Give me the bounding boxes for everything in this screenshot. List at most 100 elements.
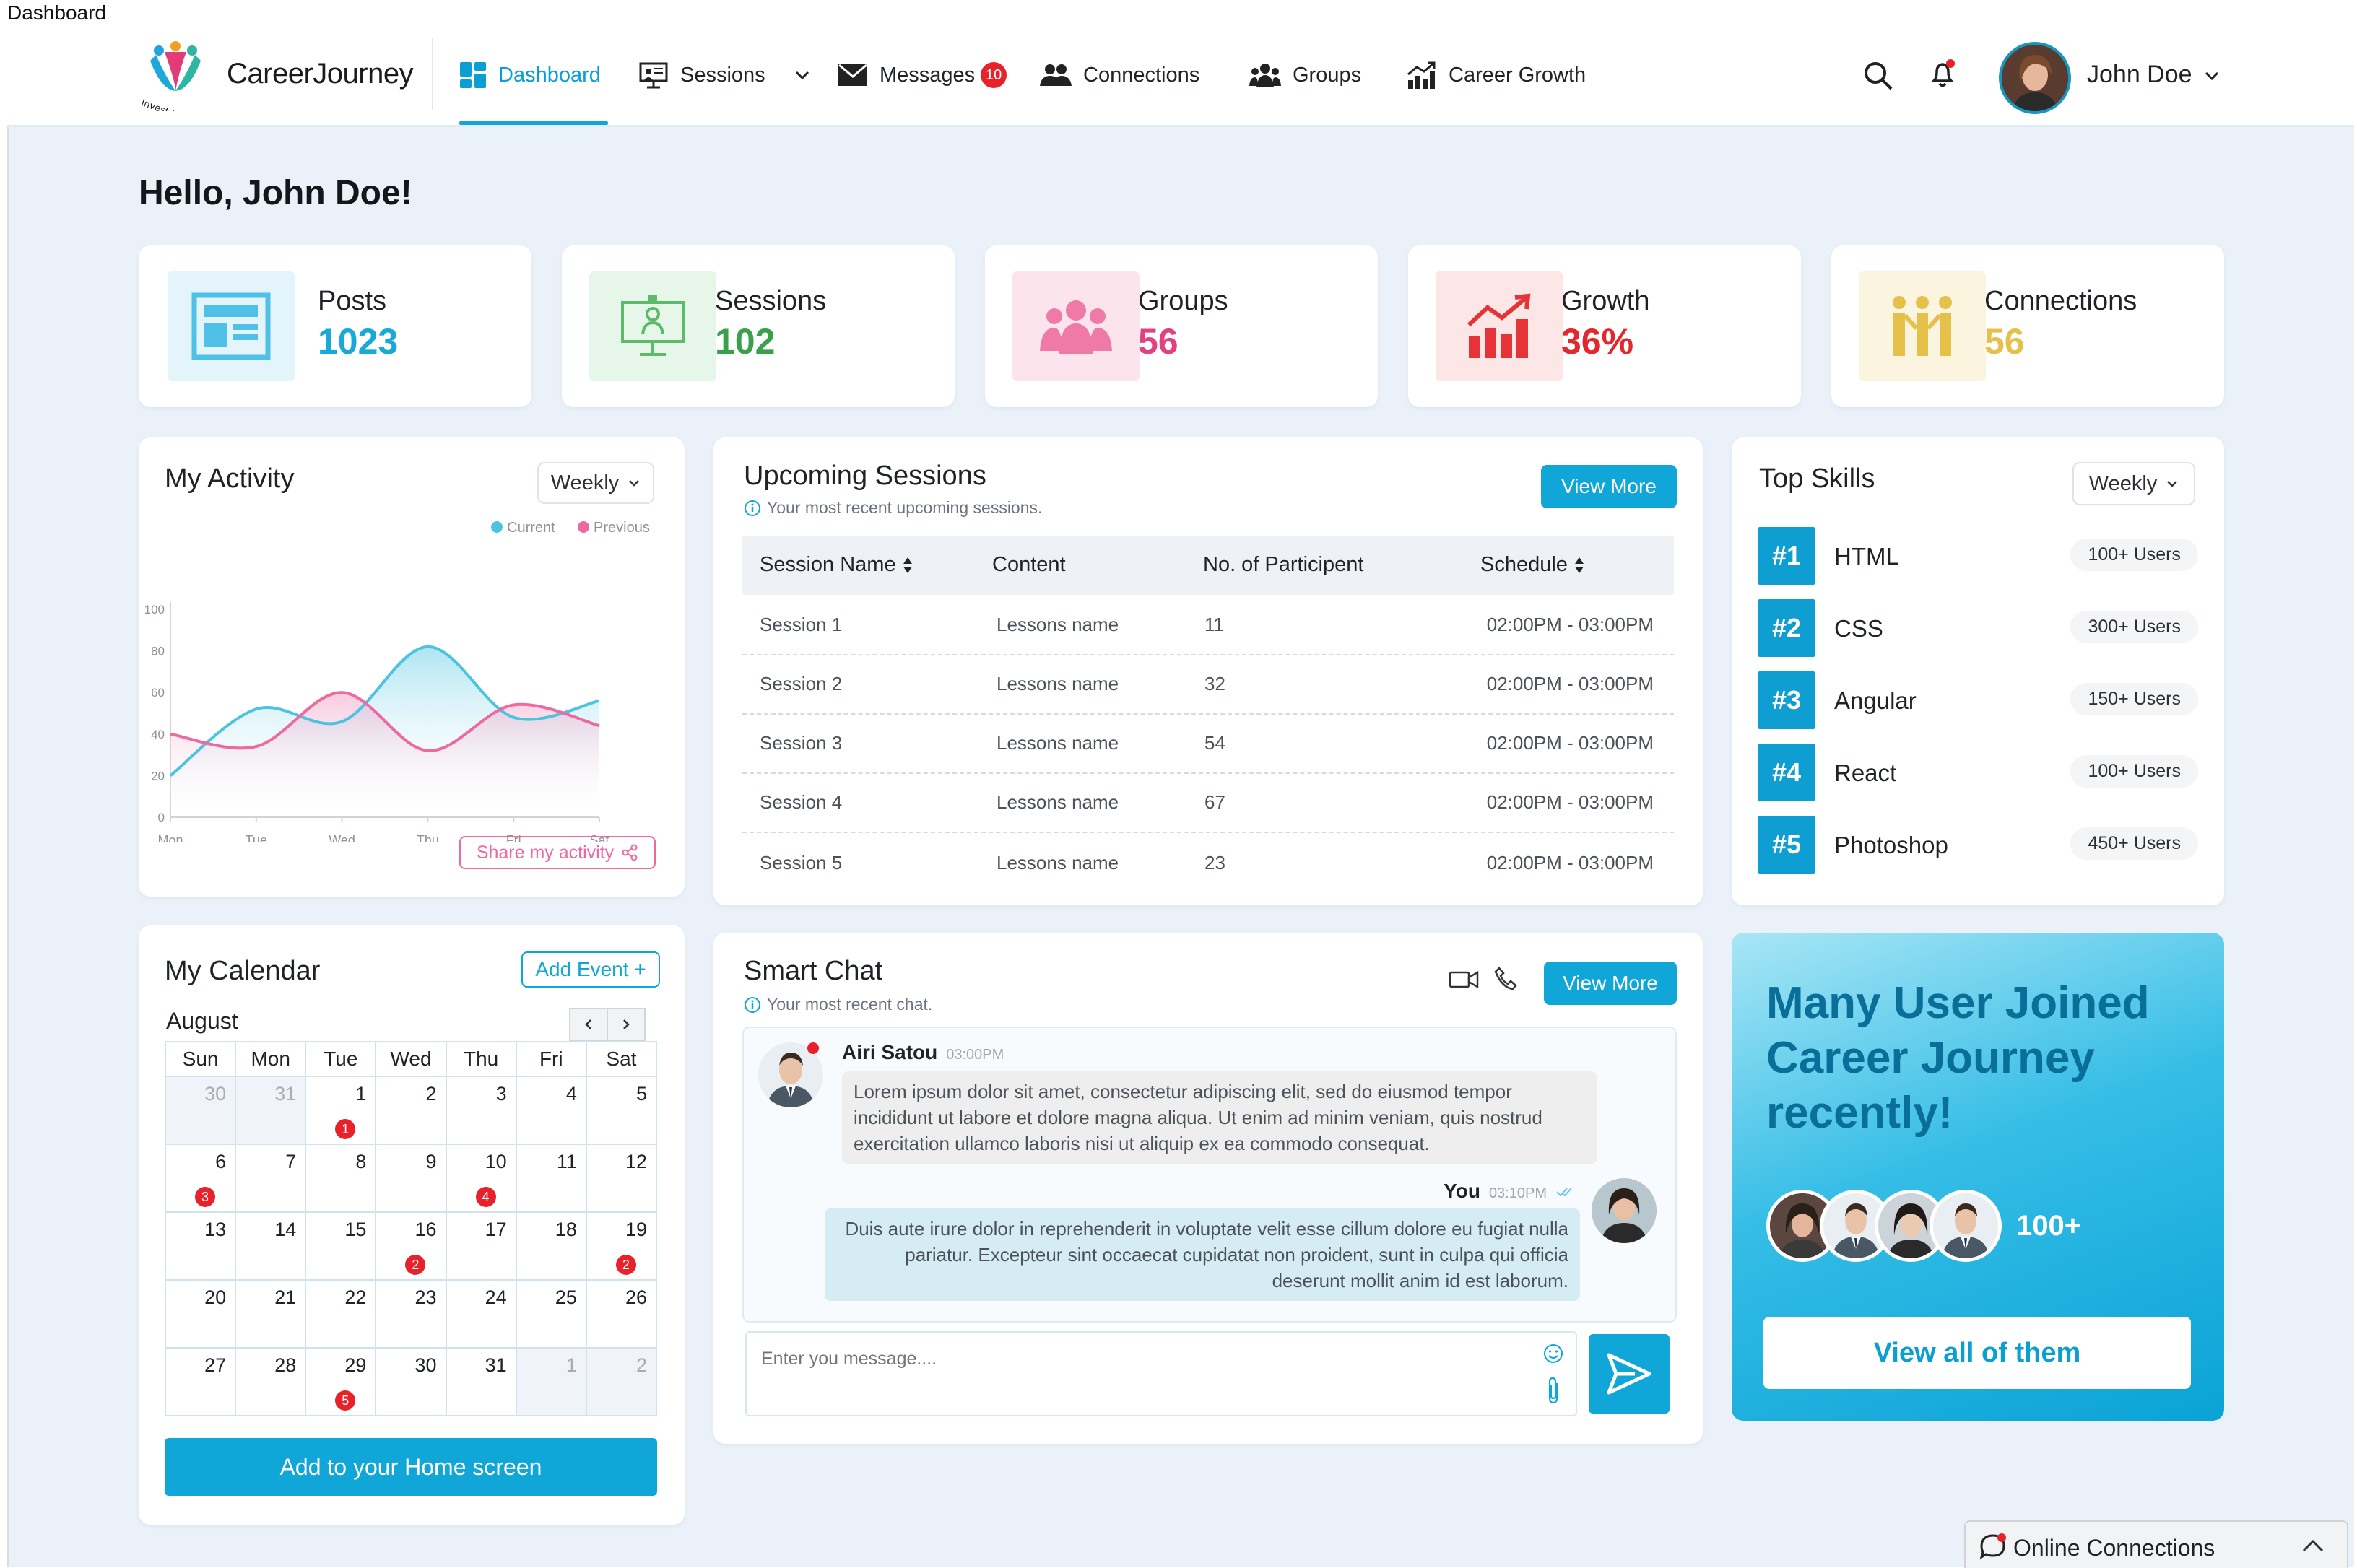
share-activity-button[interactable]: Share my activity xyxy=(459,836,656,869)
table-row[interactable]: Session 3 Lessons name 54 02:00PM - 03:0… xyxy=(742,715,1674,772)
skills-period-select[interactable]: Weekly xyxy=(2072,462,2195,505)
brand-name[interactable]: CareerJourney xyxy=(227,58,414,90)
calendar-day[interactable]: 30 xyxy=(164,1076,237,1145)
calendar-day[interactable]: 10 4 xyxy=(445,1144,517,1213)
table-row[interactable]: Session 1 Lessons name 11 02:00PM - 03:0… xyxy=(742,595,1674,654)
table-row[interactable]: Session 4 Lessons name 67 02:00PM - 03:0… xyxy=(742,774,1674,832)
add-event-button[interactable]: Add Event + xyxy=(521,951,660,988)
row-divider xyxy=(742,772,1674,774)
calendar-day[interactable]: 26 xyxy=(585,1279,658,1349)
calendar-day[interactable]: 11 xyxy=(515,1144,587,1213)
activity-period-select[interactable]: Weekly xyxy=(537,462,654,504)
calendar-day[interactable]: 31 xyxy=(445,1347,517,1416)
calendar-day[interactable]: 29 5 xyxy=(305,1347,377,1416)
phone-call-icon[interactable] xyxy=(1493,966,1518,994)
stat-card-connections[interactable]: Connections 56 xyxy=(1831,245,2224,407)
calendar-day[interactable]: 27 xyxy=(164,1347,237,1416)
calendar-day[interactable]: 8 xyxy=(305,1144,377,1213)
stat-card-groups[interactable]: Groups 56 xyxy=(985,245,1378,407)
smart-chat-card: Smart Chat Your most recent chat. View M… xyxy=(713,933,1703,1444)
user-name[interactable]: John Doe xyxy=(2087,61,2192,88)
message-time: 03:10PM xyxy=(1488,1185,1547,1201)
nav-groups[interactable]: Groups xyxy=(1249,61,1361,90)
calendar-day[interactable]: 2 xyxy=(375,1076,447,1145)
calendar-day-number: 21 xyxy=(274,1286,297,1308)
video-call-icon[interactable] xyxy=(1449,969,1479,994)
table-row[interactable]: Session 5 Lessons name 23 02:00PM - 03:0… xyxy=(742,833,1674,891)
calendar-day[interactable]: 3 xyxy=(445,1076,517,1145)
column-participants: No. of Participent xyxy=(1203,553,1364,576)
column-schedule[interactable]: Schedule xyxy=(1480,553,1585,577)
skill-row[interactable]: #5 xyxy=(1758,816,1815,874)
add-to-home-screen-button[interactable]: Add to your Home screen xyxy=(165,1438,657,1496)
user-menu-chevron-icon[interactable] xyxy=(2202,66,2221,89)
calendar-day[interactable]: 17 xyxy=(445,1211,517,1281)
group-icon xyxy=(1249,64,1281,87)
calendar-day[interactable]: 5 xyxy=(585,1076,658,1145)
calendar-day-number: 1 xyxy=(565,1354,577,1376)
attachment-icon[interactable] xyxy=(1545,1376,1561,1408)
calendar-day[interactable]: 28 xyxy=(235,1347,307,1416)
online-connections-bar[interactable]: Online Connections xyxy=(1964,1520,2348,1568)
calendar-prev-button[interactable] xyxy=(569,1008,608,1041)
view-all-users-button[interactable]: View all of them xyxy=(1763,1317,2191,1389)
calendar-day-number: 13 xyxy=(204,1219,227,1240)
skill-row[interactable]: #2 xyxy=(1758,599,1815,657)
calendar-day-number: 31 xyxy=(274,1083,297,1105)
y-tick-label: 100 xyxy=(144,603,165,617)
send-message-button[interactable] xyxy=(1589,1334,1670,1414)
nav-career-growth[interactable]: Career Growth xyxy=(1407,61,1586,90)
calendar-day[interactable]: 7 xyxy=(235,1144,307,1213)
table-row[interactable]: Session 2 Lessons name 32 02:00PM - 03:0… xyxy=(742,655,1674,713)
nav-sessions[interactable]: Sessions xyxy=(638,61,812,90)
careerjourney-logo-icon[interactable]: Invest to Impact xyxy=(136,39,215,134)
notification-bell-icon[interactable] xyxy=(1927,58,1960,95)
nav-dashboard[interactable]: Dashboard xyxy=(459,61,601,90)
chat-input-box[interactable] xyxy=(745,1331,1577,1416)
user-chat-avatar[interactable] xyxy=(1592,1178,1657,1243)
column-session-name[interactable]: Session Name xyxy=(760,553,913,577)
calendar-day[interactable]: 31 xyxy=(235,1076,307,1145)
skill-row[interactable]: #1 xyxy=(1758,527,1815,585)
calendar-day[interactable]: 24 xyxy=(445,1279,517,1349)
calendar-day[interactable]: 19 2 xyxy=(585,1211,658,1281)
stat-card-sessions[interactable]: Sessions 102 xyxy=(562,245,955,407)
calendar-day[interactable]: 4 xyxy=(515,1076,587,1145)
calendar-day[interactable]: 13 xyxy=(164,1211,237,1281)
calendar-day[interactable]: 9 xyxy=(375,1144,447,1213)
calendar-day[interactable]: 21 xyxy=(235,1279,307,1349)
message-meta: Airi Satou 03:00PM xyxy=(842,1041,1004,1064)
calendar-day[interactable]: 25 xyxy=(515,1279,587,1349)
stat-card-posts[interactable]: Posts 1023 xyxy=(139,245,531,407)
chat-message-input[interactable] xyxy=(761,1344,1512,1373)
sessions-view-more-button[interactable]: View More xyxy=(1541,465,1677,508)
calendar-day[interactable]: 22 xyxy=(305,1279,377,1349)
calendar-day[interactable]: 14 xyxy=(235,1211,307,1281)
search-icon[interactable] xyxy=(1863,61,1893,95)
chat-view-more-button[interactable]: View More xyxy=(1544,962,1677,1005)
nav-messages[interactable]: Messages 10 xyxy=(838,61,1007,90)
calendar-day[interactable]: 30 xyxy=(375,1347,447,1416)
stat-card-growth[interactable]: Growth 36% xyxy=(1408,245,1801,407)
calendar-day[interactable]: 2 xyxy=(585,1347,658,1416)
calendar-day[interactable]: 15 xyxy=(305,1211,377,1281)
skill-row[interactable]: #3 xyxy=(1758,671,1815,729)
user-avatar[interactable] xyxy=(1999,42,2071,114)
session-content: Lessons name xyxy=(997,791,1119,813)
joined-users-avatars[interactable] xyxy=(1766,1190,2002,1262)
calendar-day[interactable]: 18 xyxy=(515,1211,587,1281)
calendar-day[interactable]: 1 xyxy=(515,1347,587,1416)
calendar-day[interactable]: 20 xyxy=(164,1279,237,1349)
skill-row[interactable]: #4 xyxy=(1758,744,1815,801)
calendar-day[interactable]: 16 2 xyxy=(375,1211,447,1281)
session-schedule: 02:00PM - 03:00PM xyxy=(1486,732,1654,754)
nav-connections[interactable]: Connections xyxy=(1040,61,1199,90)
chevron-up-icon[interactable] xyxy=(2301,1536,2325,1559)
x-tick-label: Thu xyxy=(417,833,439,842)
calendar-day[interactable]: 12 xyxy=(585,1144,658,1213)
calendar-day[interactable]: 23 xyxy=(375,1279,447,1349)
emoji-icon[interactable] xyxy=(1542,1343,1564,1368)
calendar-next-button[interactable] xyxy=(607,1008,646,1041)
